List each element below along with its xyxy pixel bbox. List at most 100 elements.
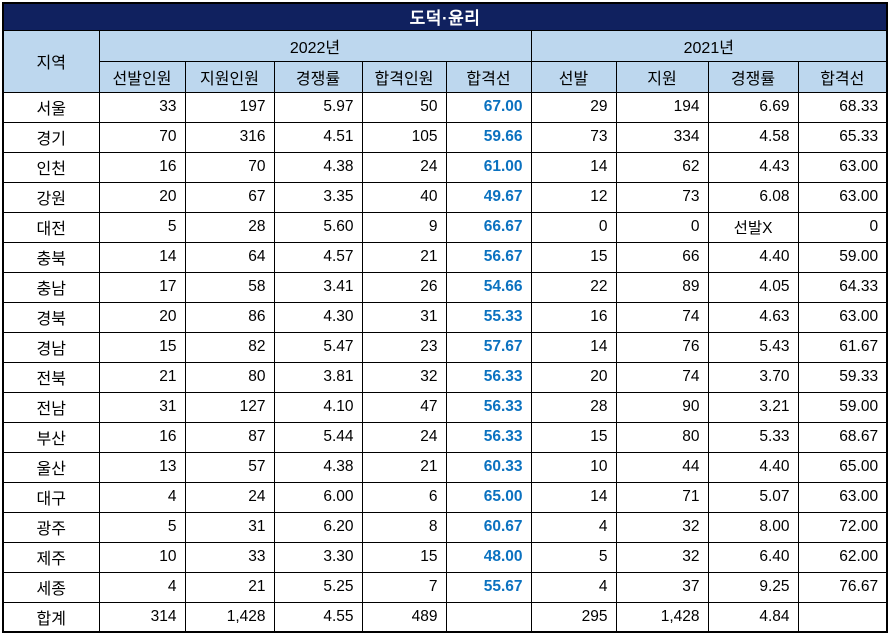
cell-cutoff-2022: 55.33 [445, 301, 532, 333]
table-row: 인천 16 70 4.38 24 61.00 14 62 4.43 63.00 [2, 151, 888, 183]
cell-ratio-2021: 선발X [707, 211, 799, 243]
cell-cutoff-2021: 59.00 [797, 391, 888, 423]
cell-sel-2022: 17 [98, 271, 186, 303]
table-title: 도덕·윤리 [2, 2, 888, 31]
cell-cutoff-2022: 56.33 [445, 421, 532, 453]
cell-cutoff-2022: 56.33 [445, 391, 532, 423]
cell-ratio-2021: 4.40 [707, 241, 799, 273]
cell-app-2021: 194 [615, 91, 709, 123]
cell-pass-2022: 47 [361, 391, 447, 423]
cell-app-2021: 89 [615, 271, 709, 303]
cell-region: 광주 [2, 511, 100, 543]
cell-pass-2022: 23 [361, 331, 447, 363]
cell-sel-2021: 29 [530, 91, 617, 123]
cell-app-2022: 1,428 [184, 601, 275, 633]
cell-cutoff-2021: 63.00 [797, 481, 888, 513]
cell-sel-2021: 295 [530, 601, 617, 633]
cell-cutoff-2022: 66.67 [445, 211, 532, 243]
cell-region: 충북 [2, 241, 100, 273]
cell-sel-2022: 33 [98, 91, 186, 123]
cell-cutoff-2022: 48.00 [445, 541, 532, 573]
cell-ratio-2021: 5.07 [707, 481, 799, 513]
cell-ratio-2022: 5.44 [273, 421, 363, 453]
cell-pass-2022: 32 [361, 361, 447, 393]
cell-ratio-2022: 6.00 [273, 481, 363, 513]
cell-ratio-2022: 4.57 [273, 241, 363, 273]
cell-app-2022: 86 [184, 301, 275, 333]
cell-app-2021: 44 [615, 451, 709, 483]
cell-sel-2022: 10 [98, 541, 186, 573]
cell-app-2021: 74 [615, 301, 709, 333]
cell-cutoff-2021: 64.33 [797, 271, 888, 303]
cell-region: 전북 [2, 361, 100, 393]
cell-region: 전남 [2, 391, 100, 423]
cell-sel-2021: 14 [530, 151, 617, 183]
cell-app-2022: 28 [184, 211, 275, 243]
cell-sel-2022: 20 [98, 181, 186, 213]
cell-app-2022: 67 [184, 181, 275, 213]
cell-cutoff-2021: 59.33 [797, 361, 888, 393]
cell-app-2022: 33 [184, 541, 275, 573]
cell-app-2022: 64 [184, 241, 275, 273]
cell-cutoff-2021 [797, 601, 888, 633]
header-2022-selected: 선발인원 [98, 60, 186, 93]
cell-region: 대구 [2, 481, 100, 513]
table-row: 경기 70 316 4.51 105 59.66 73 334 4.58 65.33 [2, 121, 888, 153]
cell-ratio-2022: 5.25 [273, 571, 363, 603]
cell-region: 경남 [2, 331, 100, 363]
cell-app-2022: 24 [184, 481, 275, 513]
header-2022-applied: 지원인원 [184, 60, 275, 93]
cell-ratio-2022: 4.51 [273, 121, 363, 153]
cell-app-2021: 90 [615, 391, 709, 423]
cell-ratio-2022: 5.60 [273, 211, 363, 243]
cell-ratio-2022: 3.81 [273, 361, 363, 393]
cell-cutoff-2021: 63.00 [797, 151, 888, 183]
cell-ratio-2021: 5.33 [707, 421, 799, 453]
cell-region: 세종 [2, 571, 100, 603]
cell-app-2021: 334 [615, 121, 709, 153]
cell-cutoff-2021: 63.00 [797, 181, 888, 213]
cell-cutoff-2021: 61.67 [797, 331, 888, 363]
cell-app-2021: 0 [615, 211, 709, 243]
cell-app-2021: 74 [615, 361, 709, 393]
cell-cutoff-2021: 63.00 [797, 301, 888, 333]
cell-ratio-2021: 3.21 [707, 391, 799, 423]
cell-region: 강원 [2, 181, 100, 213]
cell-ratio-2022: 4.38 [273, 151, 363, 183]
table-row: 충남 17 58 3.41 26 54.66 22 89 4.05 64.33 [2, 271, 888, 303]
cell-pass-2022: 7 [361, 571, 447, 603]
cell-ratio-2022: 4.38 [273, 451, 363, 483]
table-row: 강원 20 67 3.35 40 49.67 12 73 6.08 63.00 [2, 181, 888, 213]
table-row: 대구 4 24 6.00 6 65.00 14 71 5.07 63.00 [2, 481, 888, 513]
cell-app-2021: 37 [615, 571, 709, 603]
cell-sel-2021: 14 [530, 481, 617, 513]
cell-region: 울산 [2, 451, 100, 483]
header-group-row: 지역 2022년 2021년 [2, 29, 888, 93]
header-2022-passed: 합격인원 [361, 60, 447, 93]
cell-ratio-2021: 4.43 [707, 151, 799, 183]
table-row: 대전 5 28 5.60 9 66.67 0 0 선발X 0 [2, 211, 888, 243]
cell-sel-2021: 14 [530, 331, 617, 363]
cell-app-2022: 21 [184, 571, 275, 603]
header-2021-cutoff: 합격선 [797, 60, 888, 93]
table-row: 충북 14 64 4.57 21 56.67 15 66 4.40 59.00 [2, 241, 888, 273]
cell-ratio-2021: 4.05 [707, 271, 799, 303]
header-column-row: 선발인원 지원인원 경쟁률 합격인원 합격선 선발 지원 경쟁률 합격선 [3, 60, 888, 93]
cell-ratio-2021: 4.58 [707, 121, 799, 153]
cell-ratio-2021: 8.00 [707, 511, 799, 543]
cell-app-2022: 57 [184, 451, 275, 483]
table-row: 경남 15 82 5.47 23 57.67 14 76 5.43 61.67 [2, 331, 888, 363]
cell-sel-2022: 5 [98, 211, 186, 243]
cell-sel-2022: 31 [98, 391, 186, 423]
table-row: 전남 31 127 4.10 47 56.33 28 90 3.21 59.00 [2, 391, 888, 423]
cell-pass-2022: 26 [361, 271, 447, 303]
table-row: 부산 16 87 5.44 24 56.33 15 80 5.33 68.67 [2, 421, 888, 453]
cell-ratio-2021: 4.40 [707, 451, 799, 483]
cell-cutoff-2022: 65.00 [445, 481, 532, 513]
cell-sel-2021: 4 [530, 511, 617, 543]
cell-app-2022: 316 [184, 121, 275, 153]
cell-app-2022: 82 [184, 331, 275, 363]
cell-region: 부산 [2, 421, 100, 453]
cell-ratio-2022: 5.47 [273, 331, 363, 363]
